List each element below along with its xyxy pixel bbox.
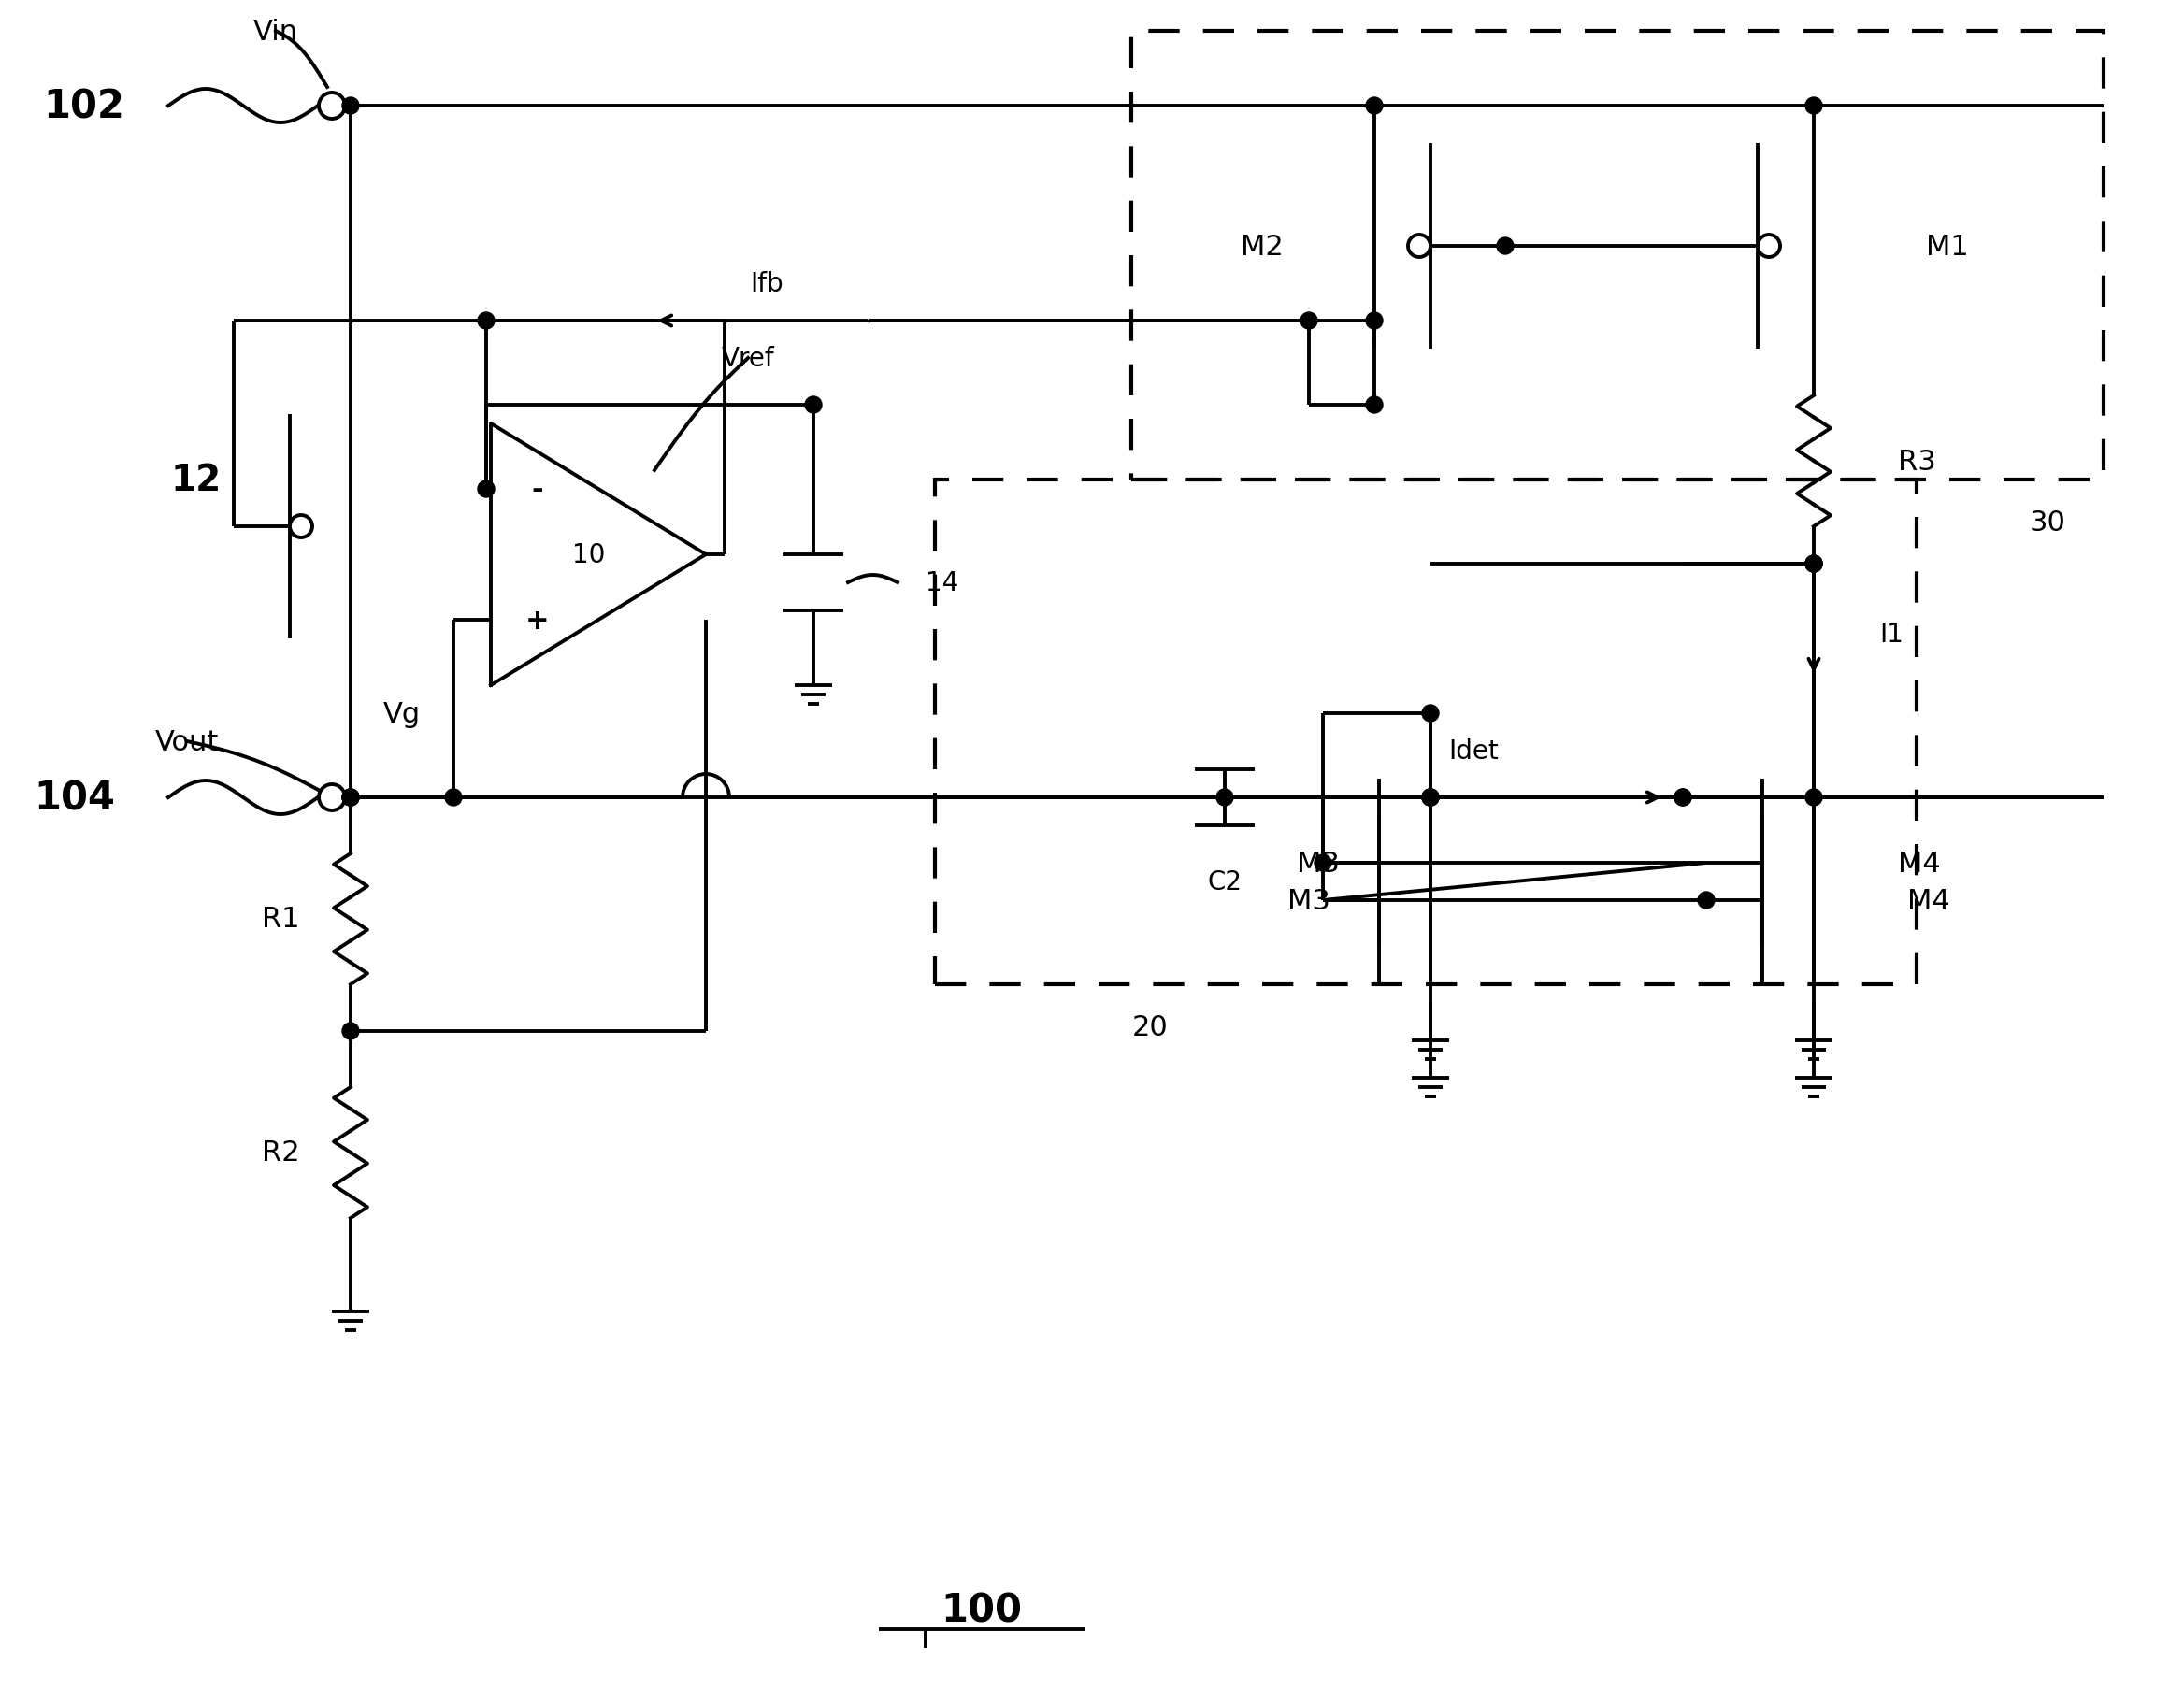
Text: 102: 102 xyxy=(44,87,124,126)
Circle shape xyxy=(1675,789,1690,806)
Circle shape xyxy=(806,397,821,414)
Circle shape xyxy=(1422,789,1439,806)
Text: Idet: Idet xyxy=(1448,738,1498,763)
Circle shape xyxy=(1675,789,1690,806)
Text: 104: 104 xyxy=(35,779,116,818)
Text: Vin: Vin xyxy=(253,19,299,46)
Circle shape xyxy=(1697,893,1714,908)
Circle shape xyxy=(1758,235,1780,257)
Text: 30: 30 xyxy=(2029,509,2066,535)
Text: I1: I1 xyxy=(1878,622,1904,648)
Circle shape xyxy=(478,314,494,331)
Circle shape xyxy=(1365,314,1382,331)
Text: R2: R2 xyxy=(262,1140,299,1166)
Text: M4: M4 xyxy=(1898,850,1942,878)
Circle shape xyxy=(1496,239,1514,256)
Text: R1: R1 xyxy=(262,907,299,932)
Text: Vout: Vout xyxy=(155,728,218,755)
Circle shape xyxy=(1806,556,1821,573)
Circle shape xyxy=(1365,99,1382,114)
Circle shape xyxy=(1299,314,1317,331)
Circle shape xyxy=(1422,705,1439,722)
Circle shape xyxy=(1806,99,1821,114)
Circle shape xyxy=(343,1022,358,1039)
Text: -: - xyxy=(531,475,544,503)
Text: Vref: Vref xyxy=(721,346,775,371)
Text: M1: M1 xyxy=(1926,233,1968,261)
Circle shape xyxy=(1365,397,1382,414)
Circle shape xyxy=(446,789,461,806)
Circle shape xyxy=(1806,789,1821,806)
Circle shape xyxy=(1315,855,1332,872)
Text: 20: 20 xyxy=(1131,1014,1168,1039)
Circle shape xyxy=(1422,789,1439,806)
Circle shape xyxy=(1806,556,1821,573)
Text: C2: C2 xyxy=(1208,869,1243,895)
Text: Vg: Vg xyxy=(382,700,422,728)
Circle shape xyxy=(343,789,358,806)
Circle shape xyxy=(1422,789,1439,806)
Circle shape xyxy=(1216,789,1234,806)
Text: M4: M4 xyxy=(1907,888,1950,913)
Text: +: + xyxy=(526,607,550,634)
Text: Ifb: Ifb xyxy=(749,271,784,296)
Circle shape xyxy=(290,516,312,538)
Circle shape xyxy=(343,789,358,806)
Text: M3: M3 xyxy=(1297,850,1339,878)
Text: M2: M2 xyxy=(1241,233,1284,261)
Circle shape xyxy=(343,99,358,114)
Circle shape xyxy=(319,94,345,119)
Text: 100: 100 xyxy=(941,1592,1022,1631)
Circle shape xyxy=(478,481,494,498)
Text: 10: 10 xyxy=(572,542,605,567)
Text: 12: 12 xyxy=(170,462,223,498)
Text: R3: R3 xyxy=(1898,448,1935,475)
Circle shape xyxy=(1806,556,1821,573)
Circle shape xyxy=(343,789,358,806)
Circle shape xyxy=(1409,235,1431,257)
Circle shape xyxy=(319,786,345,811)
Text: M3: M3 xyxy=(1286,888,1330,913)
Text: 14: 14 xyxy=(926,569,959,596)
